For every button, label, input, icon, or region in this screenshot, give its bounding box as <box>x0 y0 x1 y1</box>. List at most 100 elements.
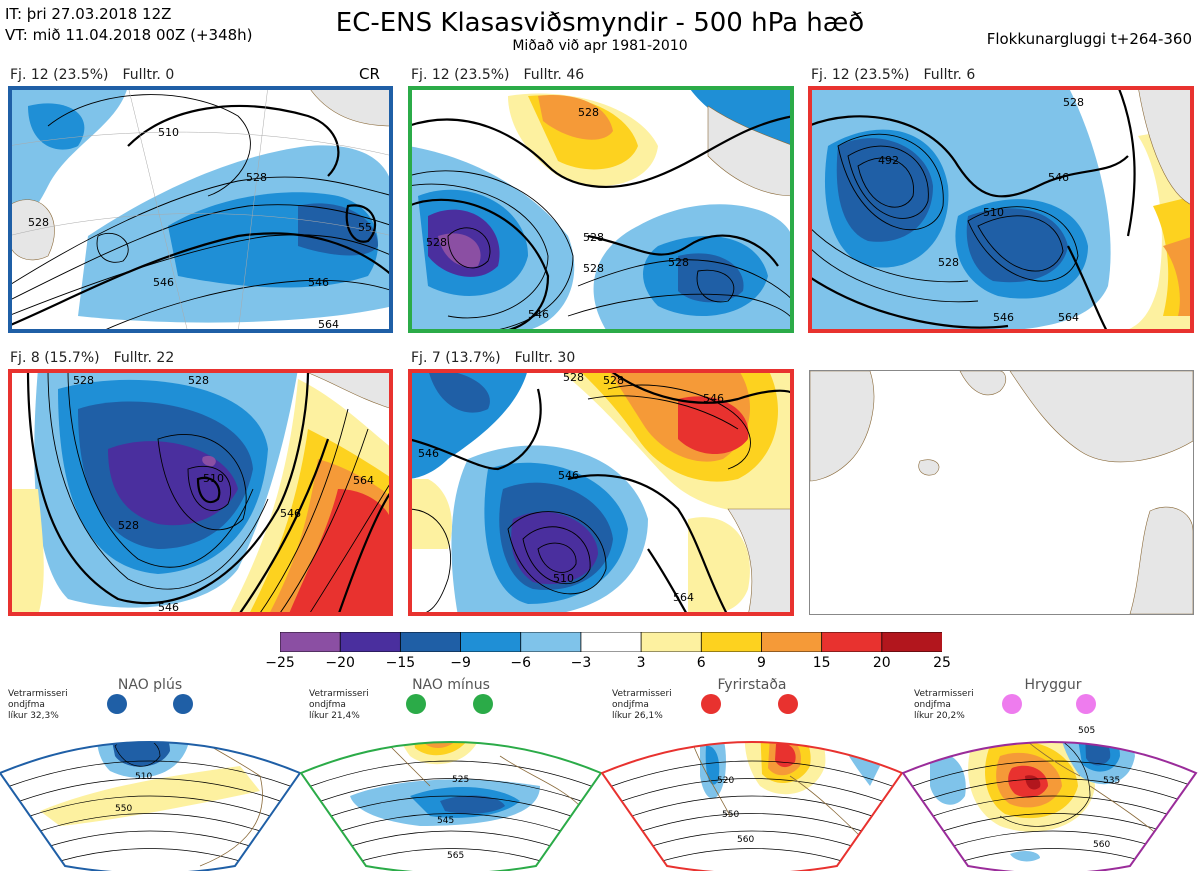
panel-5-representative: Fulltr. 30 <box>514 350 576 366</box>
panel-1-contour-label: 546 <box>308 276 329 289</box>
regimes-row: 510 550 525 545 565 520 550 560 505 535 … <box>0 676 1200 875</box>
regime-3-info: Vetrarmisseri ondjfma líkur 26,1% <box>612 689 672 721</box>
colorbar-swatch <box>520 631 582 653</box>
regime-4-info: Vetrarmisseri ondjfma líkur 20,2% <box>914 689 974 721</box>
panel-3-label: Fj. 12 (23.5%) Fulltr. 6 <box>811 67 989 83</box>
regime-3-contour-label: 550 <box>722 810 739 820</box>
panel-5-contour-label: 546 <box>703 392 724 405</box>
regime-3-marker-right <box>778 694 798 714</box>
classification-window: Flokkunargluggi t+264-360 <box>986 30 1192 48</box>
panel-3-contour-label: 492 <box>878 154 899 167</box>
regime-2-contour-label: 525 <box>452 775 469 785</box>
panel-1-representative: Fulltr. 0 <box>122 67 175 83</box>
page-subtitle: Miðað við apr 1981-2010 <box>512 38 688 54</box>
colorbar-tick-label: −3 <box>570 655 592 671</box>
empty-base-map <box>809 370 1194 615</box>
panel-3-cluster: Fj. 12 (23.5%) <box>811 67 910 83</box>
page-title: EC-ENS Klasasviðsmyndir - 500 hPa hæð <box>335 8 865 38</box>
regime-3-name: Fyrirstaða <box>717 677 787 693</box>
panel-5-contour-label: 510 <box>553 572 574 585</box>
colorbar <box>279 631 943 653</box>
panel-2-contour-label: 546 <box>528 308 549 321</box>
cluster-map-5: 510 528 546 546 546 564 528 <box>408 369 794 616</box>
panel-2-contour-label: 528 <box>426 236 447 249</box>
colorbar-tick-label: 15 <box>812 655 831 671</box>
colorbar-swatch <box>279 631 342 653</box>
panel-4-contour-label: 546 <box>158 601 179 614</box>
colorbar-swatch <box>460 631 522 653</box>
panel-5-cluster: Fj. 7 (13.7%) <box>411 350 501 366</box>
panel-5-contour-label: 546 <box>558 469 579 482</box>
colorbar-swatches <box>279 631 943 653</box>
cluster-map-3: 492 510 528 546 546 564 528 <box>808 86 1194 333</box>
panel-2-contour-label: 528 <box>578 106 599 119</box>
colorbar-swatch <box>821 631 883 653</box>
colorbar-swatch <box>700 631 763 653</box>
panel-3-contour-label: 528 <box>938 256 959 269</box>
panel-1-label: Fj. 12 (23.5%) Fulltr. 0 <box>10 67 188 83</box>
colorbar-swatch <box>761 631 823 653</box>
panel-3-representative: Fulltr. 6 <box>923 67 976 83</box>
panel-3-contour-label: 528 <box>1063 96 1084 109</box>
colorbar-tick-label: −6 <box>510 655 532 671</box>
panel-1-contour-label: 564 <box>318 318 339 331</box>
panel-2-contour-label: 528 <box>668 256 689 269</box>
panel-2-cluster: Fj. 12 (23.5%) <box>411 67 510 83</box>
cluster-map-4: 510 528 528 546 564 546 528 <box>8 369 393 616</box>
header-times: IT: þri 27.03.2018 12Z VT: mið 11.04.201… <box>5 4 253 46</box>
regime-1-marker-right <box>173 694 193 714</box>
panel-5-contour-label: 528 <box>603 374 624 387</box>
panel-3-contour-label: 510 <box>983 206 1004 219</box>
colorbar-tick-label: 9 <box>756 655 766 671</box>
colorbar-swatch <box>881 631 943 653</box>
regime-4-name: Hryggur <box>1024 677 1082 693</box>
colorbar-tick-label: −9 <box>450 655 471 671</box>
panel-1-contour-label: 528 <box>246 171 267 184</box>
regime-1-contour-label: 550 <box>115 804 132 814</box>
regime-2-info: Vetrarmisseri ondjfma líkur 21,4% <box>309 689 369 721</box>
regime-2-contour-label: 565 <box>447 851 464 861</box>
panel-5-contour-label: 528 <box>563 371 584 384</box>
panel-4-contour-label: 528 <box>118 519 139 532</box>
colorbar-swatch <box>580 631 642 653</box>
panel-3-contour-label: 546 <box>1048 171 1069 184</box>
panel-4-representative: Fulltr. 22 <box>113 350 175 366</box>
regime-1-info: Vetrarmisseri ondjfma líkur 32,3% <box>8 689 68 721</box>
regime-1-name: NAO plús <box>117 677 183 693</box>
colorbar-tick-label: 6 <box>696 655 706 671</box>
colorbar-swatch <box>640 631 703 653</box>
regime-2-marker-left <box>406 694 426 714</box>
colorbar-ticks: −25 −20 −15 −9 −6 −3 3 6 9 15 20 25 <box>265 655 951 673</box>
colorbar-swatch <box>339 631 402 653</box>
panel-4-contour-label: 546 <box>280 507 301 520</box>
panel-5-contour-label: 564 <box>673 591 694 604</box>
colorbar-tick-label: −15 <box>385 655 416 671</box>
panel-1-tag: CR <box>359 65 380 83</box>
panel-4-contour-label: 510 <box>203 472 224 485</box>
colorbar-tick-label: 3 <box>636 655 646 671</box>
panel-2-contour-label: 528 <box>583 262 604 275</box>
initial-time: IT: þri 27.03.2018 12Z <box>5 5 172 23</box>
cluster-map-2: 528 528 528 528 546 528 <box>408 86 794 333</box>
panel-5-label: Fj. 7 (13.7%) Fulltr. 30 <box>411 350 589 366</box>
colorbar-tick-label: −25 <box>265 655 295 671</box>
panel-1-contour-label: 546 <box>153 276 174 289</box>
panel-2-label: Fj. 12 (23.5%) Fulltr. 46 <box>411 67 598 83</box>
panel-2-contour-label: 528 <box>583 231 604 244</box>
regime-3-marker-left <box>701 694 721 714</box>
regime-1-contour-label: 510 <box>135 772 152 782</box>
panel-3-contour-label: 564 <box>1058 311 1079 324</box>
panel-4-contour-label: 528 <box>73 374 94 387</box>
regime-4-marker-left <box>1002 694 1022 714</box>
panel-1-contour-label: 528 <box>28 216 49 229</box>
regime-3-contour-label: 560 <box>737 835 754 845</box>
colorbar-tick-label: −20 <box>325 655 355 671</box>
panel-1-cluster: Fj. 12 (23.5%) <box>10 67 109 83</box>
regime-2-marker-right <box>473 694 493 714</box>
panel-4-cluster: Fj. 8 (15.7%) <box>10 350 100 366</box>
panel-3-contour-label: 546 <box>993 311 1014 324</box>
panel-1-contour-label: 510 <box>158 126 179 139</box>
panel-4-contour-label: 564 <box>353 474 374 487</box>
panel-4-label: Fj. 8 (15.7%) Fulltr. 22 <box>10 350 188 366</box>
regime-2-name: NAO mínus <box>412 677 490 693</box>
